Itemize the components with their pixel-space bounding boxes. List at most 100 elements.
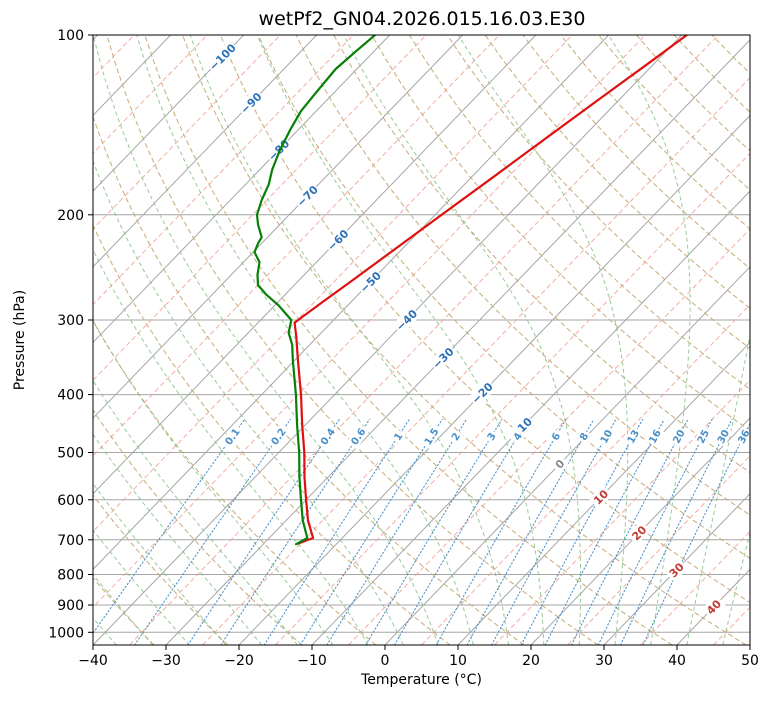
- dry-adiabat: [409, 35, 750, 391]
- temperature-curve: [293, 35, 688, 545]
- mixing-ratio-label: 30: [713, 426, 733, 447]
- mixing-ratio-line: [365, 418, 503, 645]
- dry-adiabat: [446, 35, 750, 350]
- isotherm-line: [749, 644, 750, 645]
- isotherm-line: [603, 492, 750, 645]
- mixing-ratio-lines: [93, 418, 750, 645]
- mixing-ratio-line: [491, 418, 617, 645]
- y-tick-label: 400: [57, 388, 84, 404]
- isotherm-label-bg: [588, 485, 613, 509]
- isotherm-label-text: −20: [469, 380, 496, 407]
- dry-adiabat: [257, 35, 750, 559]
- mixing-ratio-label: 4: [509, 428, 526, 445]
- dry-adiabat: [93, 409, 303, 645]
- moist-adiabat: [93, 529, 190, 645]
- mixing-ratio-label-bg: [346, 423, 370, 450]
- mixing-ratio-line: [466, 418, 595, 645]
- moist-adiabat: [93, 573, 154, 645]
- mixing-ratio-label-bg: [390, 428, 407, 445]
- x-tick-labels: −40 −30 −20 −10 0 10 20 30 40 50: [78, 645, 759, 669]
- y-tick-label: 600: [57, 493, 84, 509]
- mixing-ratio-label-bg: [575, 428, 592, 445]
- isotherm-line: [384, 266, 750, 645]
- x-tick-label: −40: [78, 653, 108, 669]
- mixing-ratio-label-bg: [596, 426, 616, 447]
- dry-adiabat: [371, 35, 750, 432]
- mixing-ratio-label-text: 3: [486, 431, 499, 443]
- y-tick-label: 100: [57, 28, 84, 44]
- mixing-ratio-line: [187, 418, 340, 645]
- mixing-ratio-label-bg: [316, 423, 340, 450]
- isotherm-line: [93, 35, 464, 419]
- mixing-ratio-label: 0.4: [316, 423, 340, 450]
- dry-adiabat: [93, 576, 155, 645]
- mixing-ratio-label-bg: [509, 428, 526, 445]
- moist-adiabat: [457, 35, 629, 645]
- isotherm-line: [311, 190, 750, 645]
- dry-adiabat: [106, 35, 599, 645]
- isotherm-line: [0, 35, 25, 645]
- dry-adiabat: [93, 494, 229, 645]
- mixing-ratio-label: 10: [596, 426, 616, 447]
- mixing-ratio-label-bg: [623, 426, 643, 447]
- isotherm-label-text: −70: [294, 183, 321, 210]
- mixing-ratio-label: 20: [669, 426, 689, 447]
- x-tick-label: 10: [449, 653, 467, 669]
- moist-adiabat: [343, 35, 582, 645]
- mixing-ratio-label-bg: [547, 428, 564, 445]
- isotherm-line: [238, 114, 750, 645]
- isotherm-label-text: −30: [430, 345, 457, 372]
- dry-adiabat: [93, 319, 377, 645]
- dry-adiabat: [93, 224, 451, 645]
- mixing-ratio-labels: 0.1 0.2 0.4 0.6 1 1.5 2 3 4 6 8 10 13 16 20 25 30 36: [220, 423, 750, 450]
- isotherm-label-bg: [356, 267, 385, 297]
- x-tick-label: −10: [297, 653, 327, 669]
- isotherm-label-bg: [205, 40, 240, 74]
- isotherm-label-bg: [264, 135, 293, 165]
- isotherm-line: [93, 35, 610, 571]
- mixing-ratio-label: 8: [575, 428, 592, 445]
- mixing-ratio-line: [619, 418, 733, 645]
- mixing-ratio-label-bg: [645, 426, 665, 447]
- isotherm-label-bg: [323, 225, 353, 255]
- isotherm-label-bg: [550, 454, 570, 474]
- isotherm-minor-line: [0, 35, 61, 645]
- moist-adiabat: [722, 531, 750, 645]
- plot-area: −100−90−80−70−60−50−40−30−20−10010203040…: [0, 35, 750, 645]
- isotherm-minor-line: [93, 35, 135, 79]
- isotherm-lines: [0, 35, 750, 645]
- mixing-ratio-line: [544, 418, 665, 645]
- isobar-lines: [93, 35, 750, 633]
- moist-adiabat: [189, 35, 510, 645]
- mixing-ratio-label: 16: [645, 426, 665, 447]
- isotherm-label-text: −90: [238, 90, 265, 117]
- mixing-ratio-label: 13: [623, 426, 643, 447]
- moist-adiabat: [608, 35, 691, 645]
- mixing-ratio-label-bg: [734, 426, 750, 447]
- y-tick-label: 700: [57, 533, 84, 549]
- isotherm-line: [93, 35, 245, 192]
- mixing-ratio-label: 0.1: [220, 423, 244, 450]
- moist-adiabat: [93, 617, 117, 645]
- isotherm-minor-line: [93, 35, 208, 155]
- mixing-ratio-label-bg: [420, 423, 443, 450]
- isotherm-minor-line: [494, 379, 750, 645]
- chart-title: wetPf2_GN04.2026.015.16.03.E30: [258, 8, 586, 30]
- mixing-ratio-line: [520, 418, 644, 645]
- mixing-ratio-label: 1: [390, 428, 407, 445]
- moist-adiabat: [93, 248, 369, 645]
- isotherm-line: [93, 35, 171, 117]
- isotherm-minor-line: [93, 35, 281, 230]
- dry-adiabat: [144, 35, 673, 645]
- isotherm-label-bg: [236, 88, 266, 118]
- isotherm-line: [165, 39, 750, 645]
- isotherm-label-bg: [467, 378, 497, 408]
- mixing-ratio-line: [326, 418, 468, 645]
- y-tick-label: 900: [57, 598, 84, 614]
- isotherm-line: [93, 35, 391, 344]
- x-tick-label: 0: [381, 653, 390, 669]
- x-axis-label: Temperature (°C): [361, 672, 482, 688]
- mixing-ratio-label-text: 6: [550, 431, 563, 443]
- dry-adiabat: [219, 35, 750, 604]
- mixing-ratio-label: 3: [483, 428, 500, 445]
